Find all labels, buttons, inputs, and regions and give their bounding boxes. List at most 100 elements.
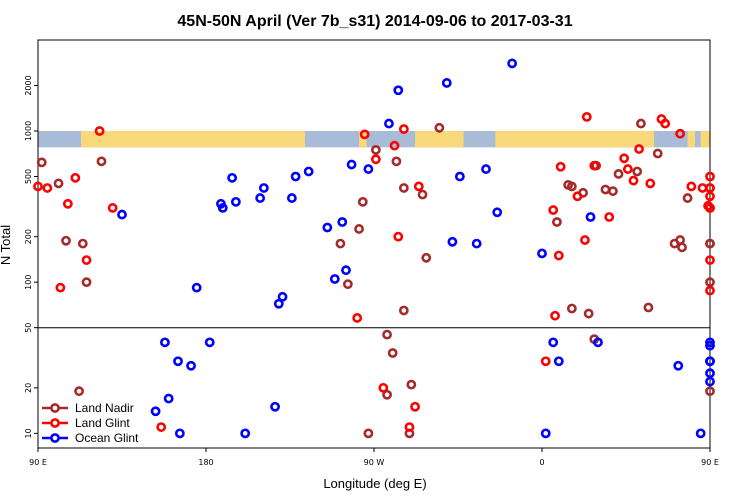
data-point (697, 183, 708, 193)
data-point (585, 212, 596, 222)
land-band-segment (415, 131, 464, 148)
plot-frame (37, 39, 711, 449)
data-point (329, 274, 340, 284)
data-point (608, 186, 618, 197)
legend-label-land-nadir: Land Nadir (75, 401, 134, 415)
data-point (563, 180, 574, 190)
data-point (572, 191, 583, 202)
data-point (619, 153, 630, 164)
data-point (363, 164, 374, 174)
data-points (33, 58, 715, 439)
data-point (682, 193, 693, 203)
land-ocean-band (38, 131, 710, 148)
data-point (227, 172, 238, 183)
y-tick-label: 10 (24, 428, 33, 438)
x-tick-label: 90 E (29, 458, 47, 467)
x-tick-label: 90 E (701, 458, 719, 467)
data-point (186, 360, 196, 371)
data-point (705, 376, 715, 387)
data-point (70, 172, 81, 183)
legend-label-land-glint: Land Glint (75, 416, 130, 430)
data-point (417, 189, 428, 200)
data-point (705, 285, 715, 296)
data-point (81, 277, 92, 288)
data-point (686, 181, 697, 192)
data-point (378, 382, 389, 393)
data-point (273, 298, 284, 309)
data-point (660, 118, 671, 129)
data-point (593, 337, 603, 348)
data-point (540, 428, 551, 439)
data-point (150, 406, 161, 417)
data-point (77, 238, 88, 249)
legend-marker-land-nadir (50, 403, 60, 413)
data-point (645, 178, 656, 189)
data-point (652, 148, 663, 159)
y-tick-label: 1000 (24, 121, 33, 141)
data-point (342, 279, 353, 290)
data-point (434, 122, 445, 133)
data-point (156, 422, 167, 432)
data-point (398, 183, 409, 193)
data-point (673, 360, 684, 371)
data-point (628, 175, 639, 186)
data-point (277, 291, 288, 302)
data-point (173, 356, 183, 367)
data-point (335, 238, 346, 249)
data-point (53, 178, 64, 189)
data-point (580, 235, 590, 245)
data-point (481, 164, 491, 174)
data-point (553, 250, 564, 261)
x-axis: 90 E 180 90 W 0 90 E (29, 448, 719, 467)
data-point (441, 78, 452, 88)
data-point (322, 222, 333, 233)
series-ocean-glint (117, 58, 715, 439)
data-point (705, 386, 715, 397)
data-point (398, 124, 409, 134)
y-tick-label: 500 (24, 169, 33, 184)
data-point (359, 129, 370, 140)
data-point (454, 171, 465, 182)
x-axis-label: Longitude (deg E) (323, 476, 426, 491)
land-band-segment (700, 131, 710, 148)
data-point (540, 356, 551, 367)
data-point (695, 428, 706, 439)
data-point (117, 209, 127, 220)
data-point (303, 166, 314, 177)
data-point (398, 305, 409, 316)
data-point (36, 157, 47, 168)
data-point (552, 217, 562, 227)
data-point (705, 183, 715, 193)
data-point (389, 140, 400, 151)
data-point (174, 428, 185, 439)
data-point (258, 183, 269, 193)
data-point (675, 128, 686, 139)
data-point (191, 282, 202, 293)
data-point (566, 303, 577, 314)
x-tick-label: 180 (198, 458, 213, 467)
data-point (74, 386, 84, 397)
data-point (163, 393, 174, 404)
data-point (705, 340, 715, 351)
land-band-segment (495, 131, 654, 148)
chart-title: 45N-50N April (Ver 7b_s31) 2014-09-06 to… (177, 13, 572, 30)
data-point (406, 379, 417, 390)
data-point (404, 422, 415, 432)
data-point (613, 169, 624, 179)
data-point (42, 183, 53, 193)
data-point (600, 184, 611, 195)
data-point (55, 282, 66, 293)
data-point (357, 196, 368, 207)
data-point (363, 428, 374, 439)
legend-marker-land-glint (50, 418, 60, 428)
series-land-nadir (36, 118, 715, 439)
data-point (632, 166, 643, 177)
data-point (384, 118, 394, 129)
data-point (240, 428, 251, 439)
y-axis: 10 20 50 100 200 500 1000 2000 (24, 75, 38, 438)
data-point (471, 238, 482, 249)
data-point (589, 160, 600, 171)
data-point (705, 255, 715, 265)
data-point (705, 356, 715, 367)
